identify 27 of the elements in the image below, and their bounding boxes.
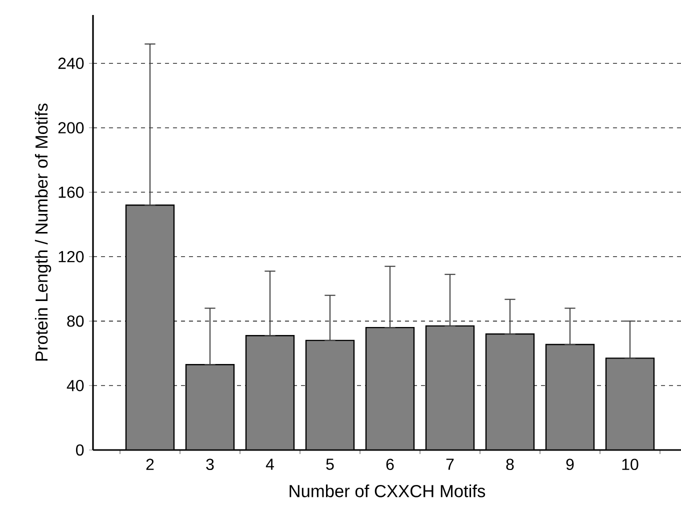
x-tick-label: 8 <box>506 458 514 470</box>
bar <box>305 340 355 450</box>
x-tick-label: 9 <box>566 458 574 470</box>
bar <box>125 204 175 450</box>
y-tick-label: 200 <box>58 122 84 134</box>
y-tick-label: 40 <box>66 380 84 392</box>
bar <box>425 325 475 450</box>
bar <box>365 326 415 450</box>
y-axis-title: Protein Length / Number of Motifs <box>34 104 52 361</box>
y-tick-label: 120 <box>58 251 84 262</box>
y-tick-label: 240 <box>58 58 84 69</box>
x-tick-label: 2 <box>146 458 154 470</box>
x-tick-label: 4 <box>266 458 274 470</box>
y-tick-label: 0 <box>76 444 84 456</box>
x-tick-label: 10 <box>622 458 638 470</box>
x-tick-label: 7 <box>446 458 454 470</box>
x-tick-label: 5 <box>326 458 334 470</box>
bar <box>185 364 235 450</box>
bar <box>605 358 655 450</box>
y-tick-label: 80 <box>67 315 84 327</box>
x-tick-label: 6 <box>386 458 394 470</box>
x-axis-title: Number of CXXCH Motifs <box>290 484 486 498</box>
bar <box>485 333 535 450</box>
bar <box>245 335 295 450</box>
bar <box>545 344 595 450</box>
y-tick-label: 160 <box>58 186 84 198</box>
x-tick-label: 3 <box>206 458 214 470</box>
